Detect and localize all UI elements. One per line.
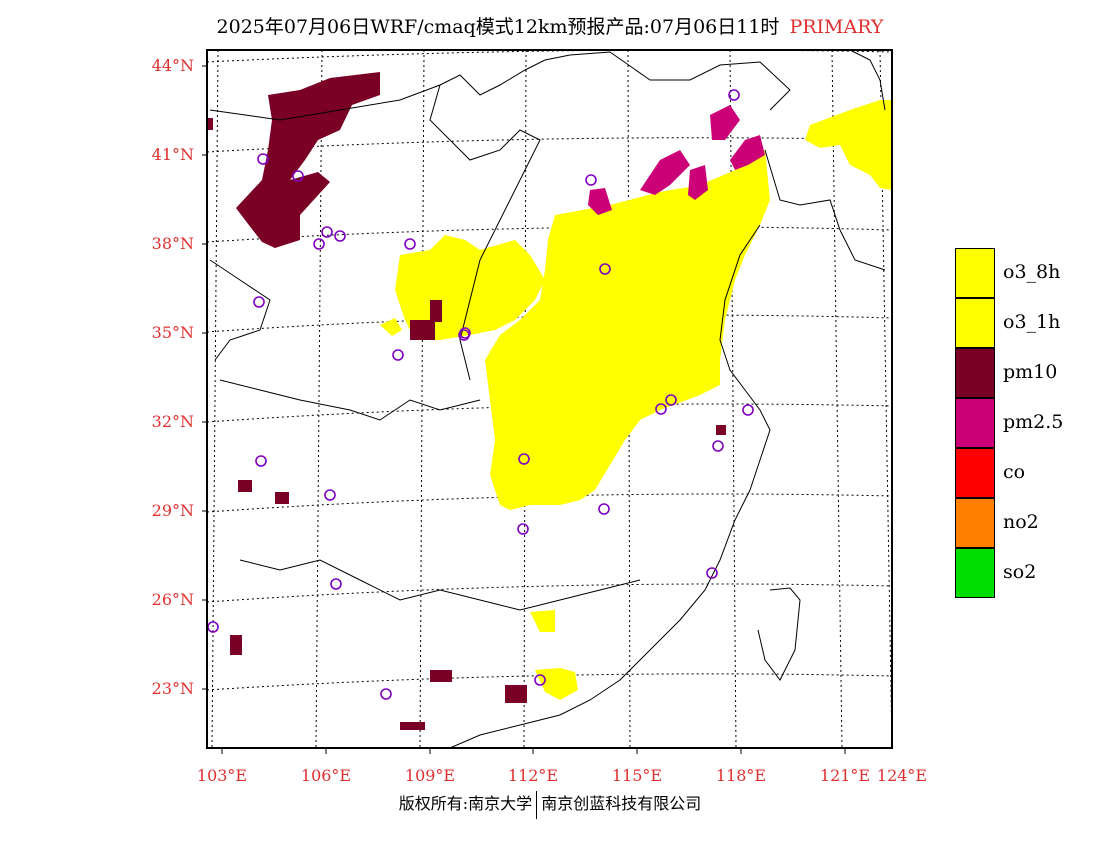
lon-label-106: 106°E	[300, 766, 352, 785]
lon-label-115: 115°E	[611, 766, 663, 785]
pm10-region-northwest	[207, 72, 380, 248]
legend-item-pm25: pm2.5	[955, 398, 1100, 448]
lon-label-118: 118°E	[715, 766, 767, 785]
lat-label-32: 32°N	[151, 412, 194, 431]
legend-label: co	[1003, 461, 1026, 483]
legend-item-pm10: pm10	[955, 348, 1100, 398]
monitoring-stations	[207, 89, 754, 700]
boundaries	[209, 49, 886, 749]
legend-swatch	[955, 548, 995, 598]
legend-swatch	[955, 448, 995, 498]
lat-label-35: 35°N	[151, 323, 194, 342]
lon-label-121: 121°E	[819, 766, 871, 785]
legend-label: o3_1h	[1003, 311, 1061, 333]
lon-label-124: 124°E	[876, 766, 928, 785]
lat-label-26: 26°N	[151, 590, 194, 609]
lat-label-29: 29°N	[151, 501, 194, 520]
copyright: 版权所有:南京大学 南京创蓝科技有限公司	[0, 790, 1100, 819]
legend-swatch	[955, 248, 995, 298]
legend-swatch	[955, 348, 995, 398]
map-title: 2025年07月06日WRF/cmaq模式12km预报产品:07月06日11时 P…	[0, 12, 1100, 39]
legend-swatch	[955, 498, 995, 548]
lat-label-23: 23°N	[151, 679, 194, 698]
lon-label-103: 103°E	[196, 766, 248, 785]
copyright-divider	[536, 790, 538, 819]
o3-region-north-china-plain	[380, 100, 892, 700]
legend-label: so2	[1003, 561, 1037, 583]
primary-tag: PRIMARY	[789, 16, 884, 38]
legend-item-o3-1h: o3_1h	[955, 298, 1100, 348]
legend-label: pm10	[1003, 361, 1058, 383]
lon-label-112: 112°E	[507, 766, 559, 785]
copyright-company: 南京创蓝科技有限公司	[541, 794, 702, 813]
legend-label: no2	[1003, 511, 1039, 533]
axis-ticks	[202, 65, 846, 754]
title-text: 2025年07月06日WRF/cmaq模式12km预报产品:07月06日11时	[216, 16, 780, 38]
lat-label-41: 41°N	[151, 145, 194, 164]
legend-item-co: co	[955, 448, 1100, 498]
copyright-owner: 版权所有:南京大学	[398, 794, 533, 813]
pm10-scatter	[230, 300, 726, 730]
map-frame	[206, 49, 893, 749]
legend-item-o3-8h: o3_8h	[955, 248, 1100, 298]
lon-label-109: 109°E	[404, 766, 456, 785]
legend-item-no2: no2	[955, 498, 1100, 548]
lat-label-44: 44°N	[151, 56, 194, 75]
lat-label-38: 38°N	[151, 234, 194, 253]
legend-item-so2: so2	[955, 548, 1100, 598]
legend-swatch	[955, 398, 995, 448]
legend-swatch	[955, 298, 995, 348]
legend-label: o3_8h	[1003, 261, 1061, 283]
pm25-region-north	[588, 105, 765, 215]
legend-label: pm2.5	[1003, 411, 1064, 433]
